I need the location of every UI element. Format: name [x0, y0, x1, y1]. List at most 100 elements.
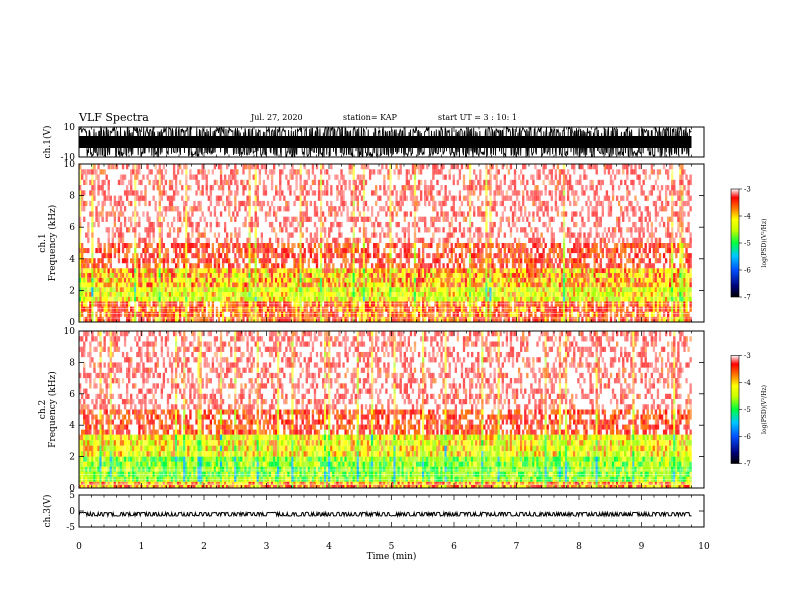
spectrogram-cell — [428, 190, 431, 196]
spectrogram-cell — [520, 263, 523, 269]
spectrogram-cell — [254, 306, 257, 312]
spectrogram-cell — [305, 211, 308, 217]
spectrogram-cell — [205, 268, 208, 274]
spectrogram-cell — [566, 169, 570, 175]
spectrogram-cell — [142, 268, 145, 274]
spectrogram-cell — [299, 282, 302, 288]
spectrogram-cell — [405, 253, 409, 259]
spectrogram-cell — [373, 306, 376, 312]
spectrogram-cell — [332, 287, 335, 292]
spectrogram-cell — [466, 185, 470, 191]
spectrogram-cell — [499, 227, 502, 233]
spectrogram-cell — [91, 216, 94, 222]
spectrogram-cell — [558, 169, 562, 175]
spectrogram-cell — [262, 164, 266, 170]
spectrogram-cell — [530, 282, 533, 288]
spectrogram-cell — [172, 216, 176, 222]
spectrogram-cell — [424, 277, 427, 283]
spectrogram-cell — [334, 287, 337, 292]
spectrogram-cell — [187, 316, 190, 322]
spectrogram-cell — [393, 169, 396, 175]
spectrogram-cell — [142, 258, 145, 264]
spectrogram-cell — [89, 169, 92, 175]
spectrogram-cell — [185, 190, 188, 196]
spectrogram-cell — [328, 243, 331, 249]
spectrogram-cell — [270, 185, 274, 191]
spectrogram-cell — [397, 263, 400, 269]
spectrogram-cell — [548, 306, 551, 312]
spectrogram-cell — [287, 306, 290, 312]
spectrogram-cell — [419, 190, 423, 196]
spectrogram-cell — [505, 268, 509, 274]
spectrogram-cell — [136, 282, 139, 288]
spectrogram-cell — [409, 268, 413, 274]
spectrogram-cell — [289, 190, 292, 196]
spectrogram-cell — [125, 277, 129, 283]
spectrogram-cell — [562, 164, 566, 170]
spectrogram-cell — [334, 243, 337, 249]
spectrogram-cell — [158, 211, 161, 217]
spectrogram-cell — [85, 273, 88, 278]
spectrogram-cell — [513, 169, 517, 175]
spectrogram-cell — [117, 316, 121, 322]
spectrogram-cell — [154, 287, 157, 292]
spectrogram-cell — [285, 216, 288, 222]
spectrogram-cell — [440, 206, 443, 212]
spectrogram-cell — [319, 296, 323, 302]
spectrogram-cell — [356, 311, 360, 317]
spectrogram-cell — [195, 179, 198, 186]
spectrogram-cell — [366, 306, 370, 312]
spectrogram-cell — [458, 221, 462, 228]
spectrogram-cell — [395, 221, 398, 228]
spectrogram-cell — [344, 253, 347, 259]
spectrogram-cell — [328, 287, 331, 292]
spectrogram-cell — [366, 282, 370, 288]
spectrogram-cell — [426, 195, 429, 201]
spectrogram-cell — [244, 273, 247, 278]
spectrogram-cell — [79, 248, 82, 254]
spectrogram-cell — [409, 195, 413, 201]
spectrogram-cell — [407, 221, 411, 228]
spectrogram-cell — [309, 248, 313, 254]
spectrogram-cell — [89, 287, 92, 292]
spectrogram-cell — [348, 268, 351, 274]
spectrogram-cell — [550, 263, 553, 269]
spectrogram-cell — [125, 291, 129, 297]
spectrogram-cell — [268, 221, 272, 228]
spectrogram-cell — [134, 263, 137, 269]
spectrogram-cell — [289, 268, 292, 274]
spectrogram-cell — [246, 248, 249, 254]
spectrogram-cell — [277, 243, 280, 249]
spectrogram-cell — [215, 248, 219, 254]
spectrogram-cell — [458, 273, 462, 278]
spectrogram-cell — [201, 169, 204, 175]
spectrogram-cell — [283, 316, 286, 322]
spectrogram-cell — [95, 211, 98, 217]
spectrogram-cell — [170, 185, 174, 191]
spectrogram-cell — [295, 287, 298, 292]
spectrogram-cell — [97, 296, 100, 302]
spectrogram-cell — [383, 273, 386, 278]
spectrogram-cell — [562, 179, 566, 186]
spectrogram-cell — [242, 164, 245, 170]
spectrogram-cell — [283, 216, 286, 222]
spectrogram-cell — [119, 282, 123, 288]
spectrogram-cell — [491, 282, 494, 288]
spectrogram-cell — [125, 185, 129, 191]
spectrogram-cell — [172, 306, 176, 312]
spectrogram-cell — [291, 277, 294, 283]
spectrogram-cell — [340, 174, 343, 180]
spectrogram-cell — [132, 296, 135, 302]
spectrogram-cell — [452, 287, 455, 292]
spectrogram-cell — [228, 190, 231, 196]
spectrogram-cell — [552, 164, 556, 170]
spectrogram-cell — [207, 243, 210, 249]
spectrogram-cell — [505, 190, 509, 196]
spectrogram-cell — [289, 282, 292, 288]
spectrogram-cell — [105, 268, 108, 274]
spectrogram-cell — [515, 227, 519, 233]
spectrogram-cell — [377, 273, 380, 278]
spectrogram-cell — [360, 263, 364, 269]
spectrogram-cell — [370, 282, 374, 288]
spectrogram-cell — [479, 248, 482, 254]
